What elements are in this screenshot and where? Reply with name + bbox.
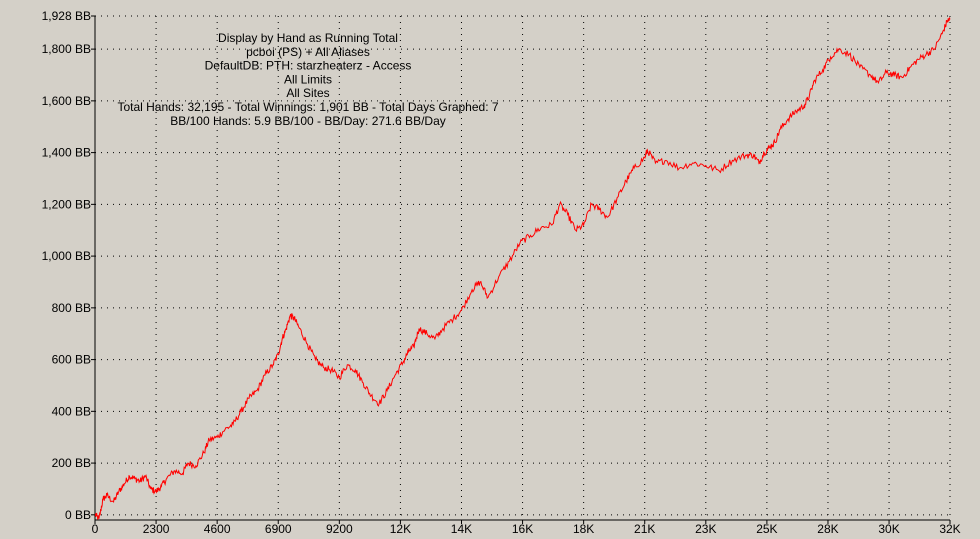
x-tick-label: 21K	[634, 522, 655, 536]
x-tick-label: 4600	[204, 522, 231, 536]
y-tick-label: 400 BB	[52, 404, 91, 418]
info-text-line: Display by Hand as Running Total	[218, 31, 398, 45]
x-tick-label: 6900	[265, 522, 292, 536]
x-tick-label: 23K	[695, 522, 716, 536]
y-tick-label: 1,928 BB	[42, 9, 91, 23]
grid-lines	[94, 15, 951, 520]
info-text-line: All Sites	[286, 86, 329, 100]
info-text-line: Total Hands: 32,195 - Total Winnings: 1,…	[117, 100, 498, 114]
x-tick-label: 12K	[390, 522, 411, 536]
x-tick-label: 2300	[143, 522, 170, 536]
y-tick-label: 1,800 BB	[42, 42, 91, 56]
x-tick-label: 14K	[451, 522, 472, 536]
y-tick-label: 1,400 BB	[42, 146, 91, 160]
x-tick-label: 9200	[326, 522, 353, 536]
y-tick-label: 1,600 BB	[42, 94, 91, 108]
x-tick-label: 28K	[817, 522, 838, 536]
info-text-line: DefaultDB: PTH: starzheaterz - Access	[205, 59, 412, 73]
y-tick-label: 600 BB	[52, 353, 91, 367]
x-tick-label: 25K	[756, 522, 777, 536]
running-total-series-line	[94, 17, 951, 520]
series-layer	[94, 17, 951, 520]
y-tick-label: 1,000 BB	[42, 249, 91, 263]
y-tick-label: 0 BB	[65, 508, 91, 522]
x-tick-label: 30K	[878, 522, 899, 536]
info-text-line: pcboi (PS) + All Aliases	[246, 45, 370, 59]
info-text-line: All Limits	[284, 72, 332, 86]
info-text-line: BB/100 Hands: 5.9 BB/100 - BB/Day: 271.6…	[170, 114, 446, 128]
axes: 0 BB 200 BB 400 BB 600 BB 800 BB 1,000 BB 1,20…	[42, 9, 961, 536]
y-tick-label: 1,200 BB	[42, 197, 91, 211]
x-tick-label: 16K	[512, 522, 533, 536]
y-tick-label: 800 BB	[52, 301, 91, 315]
x-tick-label: 0	[92, 522, 99, 536]
y-tick-label: 200 BB	[52, 456, 91, 470]
x-tick-label: 32K	[939, 522, 960, 536]
x-tick-label: 18K	[573, 522, 594, 536]
